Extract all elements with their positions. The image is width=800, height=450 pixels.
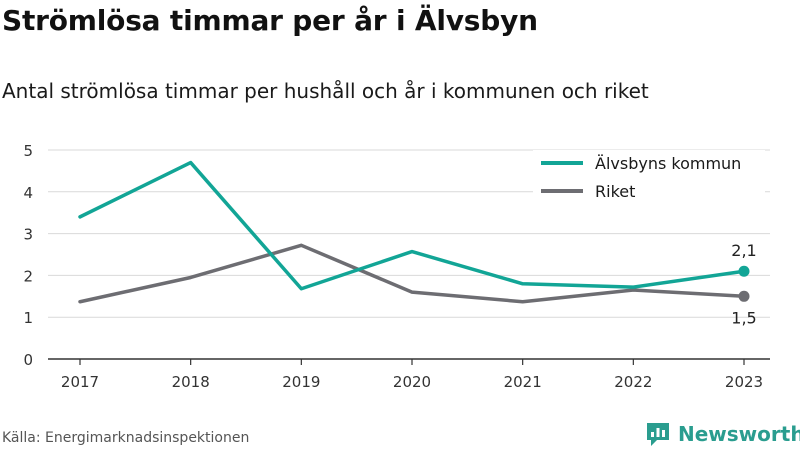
- brand-name: Newsworthy: [678, 422, 800, 446]
- x-tick-label: 2018: [172, 373, 210, 391]
- x-tick-label: 2017: [61, 373, 99, 391]
- x-tick-label: 2019: [282, 373, 320, 391]
- y-tick-label: 5: [23, 142, 33, 160]
- chart-title: Strömlösa timmar per år i Älvsbyn: [2, 4, 538, 37]
- y-tick-label: 1: [23, 309, 33, 327]
- x-tick-label: 2020: [393, 373, 431, 391]
- y-tick-label: 4: [23, 184, 33, 202]
- y-tick-label: 0: [23, 351, 33, 369]
- end-point-marker: [738, 290, 750, 302]
- x-tick-label: 2021: [504, 373, 542, 391]
- data-label-kommun-end: 2,1: [731, 241, 756, 260]
- legend-label: Riket: [595, 182, 635, 201]
- end-point-marker: [738, 265, 750, 277]
- source-note: Källa: Energimarknadsinspektionen: [2, 430, 250, 446]
- brand-logo[interactable]: Newsworthy: [644, 419, 800, 449]
- x-tick-label: 2022: [614, 373, 652, 391]
- series-line-riket: [78, 243, 746, 304]
- chart-subtitle: Antal strömlösa timmar per hushåll och å…: [2, 79, 649, 103]
- y-tick-label: 2: [23, 267, 33, 285]
- data-label-riket-end: 1,5: [731, 308, 756, 327]
- x-tick-label: 2023: [725, 373, 763, 391]
- y-tick-label: 3: [23, 226, 33, 244]
- series-line-alvsbyns-kommun: [78, 160, 746, 291]
- legend-background: [533, 150, 765, 208]
- newsworthy-logo-icon: [647, 423, 669, 446]
- legend-label: Älvsbyns kommun: [595, 154, 741, 173]
